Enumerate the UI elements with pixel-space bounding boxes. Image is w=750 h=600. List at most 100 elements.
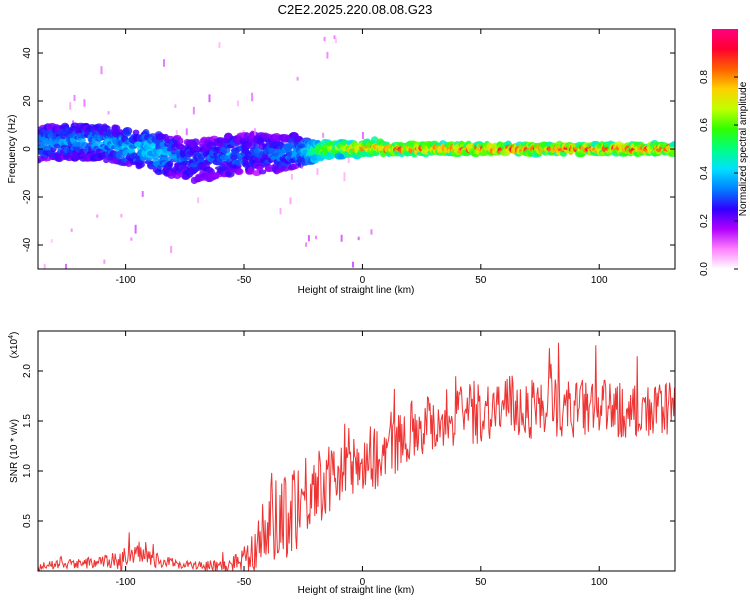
heatmap-cell [290,173,293,180]
heatmap-cell [100,66,103,75]
snr-y-multiplier: (x104) [8,332,20,359]
heatmap-cell [361,131,364,140]
heatmap-cell [300,162,303,169]
heatmap-cell [122,126,133,135]
snr-x-axis-label: Height of straight line (km) [298,585,415,596]
y-tick-label: 0.5 [22,514,33,528]
heatmap-cell [174,104,177,108]
spectrogram-x-axis-label: Height of straight line (km) [298,285,415,296]
y-tick-label: -40 [22,237,33,252]
heatmap-cell [175,130,178,135]
x-tick-label: 50 [475,577,487,588]
heatmap-cell [96,214,99,218]
snr-x-ticks: -100 -50 0 50 100 [116,331,608,588]
heatmap-cell [64,263,67,269]
heatmap-cell [251,92,254,102]
heatmap-cell [141,191,144,197]
heatmap-cell [107,111,110,115]
heatmap-cell [73,94,76,101]
heatmap-cell [322,132,325,138]
heatmap-cell [191,138,200,147]
heatmap-cell [135,160,145,169]
snr-panel: -100 -50 0 50 100 0.5 1.0 1.5 2.0 Height of str… [8,330,676,596]
heatmap-cell [132,129,140,136]
heatmap-cell [279,207,282,215]
heatmap-cell [130,237,133,241]
x-tick-label: -50 [237,577,252,588]
x-tick-label: 0 [360,275,366,286]
spectrogram-x-ticks: -100 -50 0 50 100 [116,29,608,286]
heatmap-cell [246,141,256,150]
heatmap-cell [323,36,326,42]
heatmap-cell [70,228,73,232]
heatmap-cell [315,235,318,240]
heatmap-cell [185,128,188,136]
spectrogram-y-ticks: -40 -20 0 20 40 [22,47,675,252]
heatmap-cell [333,35,336,40]
heatmap-cell [352,261,355,268]
heatmap-cell [296,76,299,81]
colorbar-gradient [712,29,738,269]
heatmap-cell [316,168,319,175]
spectrogram-marks [38,35,675,269]
y-tick-label: 1.0 [22,464,33,478]
heatmap-cell [170,245,173,253]
heatmap-cell [178,144,185,150]
heatmap-cell [289,197,292,205]
heatmap-cell [670,148,675,156]
heatmap-cell [307,235,310,242]
snr-frame [37,330,676,572]
spectrogram-panel: -100 -50 0 50 100 -40 -20 0 20 40 Height of stra… [7,28,676,296]
heatmap-cell [197,197,200,204]
heatmap-cell [236,100,239,107]
heatmap-cell [208,94,211,103]
heatmap-cell [43,263,46,269]
x-tick-label: 50 [475,275,487,286]
heatmap-cell [230,154,239,161]
heatmap-cell [234,141,237,151]
spectrogram-y-axis-label: Frequency (Hz) [7,115,18,184]
colorbar-label: Normalized spectral amplitude [738,81,749,216]
heatmap-cell [120,213,123,218]
heatmap-cell [258,169,267,175]
colorbar-tick-label: 0.2 [699,214,710,228]
heatmap-cell [343,172,346,182]
y-tick-label: 20 [22,95,33,107]
colorbar-tick-label: 0.0 [699,262,710,276]
x-tick-label: 0 [360,577,366,588]
heatmap-cell [41,156,52,162]
y-tick-label: 2.0 [22,364,33,378]
heatmap-cell [326,51,329,59]
colorbar-tick-label: 0.8 [699,70,710,84]
heatmap-cell [236,168,244,175]
heatmap-cell [670,140,675,148]
heatmap-cell [69,102,72,110]
colorbar-tick-label: 0.4 [699,166,710,180]
heatmap-cell [370,229,373,235]
snr-y-ticks: 0.5 1.0 1.5 2.0 [22,364,675,528]
heatmap-cell [253,128,256,136]
heatmap-cell [218,42,221,49]
x-tick-label: -100 [116,275,136,286]
heatmap-cell [305,242,308,247]
x-tick-label: -100 [116,577,136,588]
snr-y-axis-label: SNR (10 * v/v) [9,419,20,483]
snr-plot-area [38,331,675,571]
heatmap-cell [134,224,137,234]
colorbar-ticks: 0.0 0.2 0.4 0.6 0.8 [699,70,738,276]
colorbar: 0.0 0.2 0.4 0.6 0.8 Normalized spectral ampl… [699,29,749,276]
heatmap-cell [192,106,195,115]
y-tick-label: -20 [22,189,33,204]
y-tick-label: 40 [22,47,33,59]
heatmap-cell [163,59,166,67]
x-tick-label: 100 [591,275,608,286]
x-tick-label: 100 [591,577,608,588]
heatmap-cell [83,99,86,107]
y-tick-label: 1.5 [22,414,33,428]
x-tick-label: -50 [237,275,252,286]
heatmap-cell [50,239,53,243]
heatmap-cell [78,137,86,143]
heatmap-cell [357,236,360,241]
heatmap-cell [176,137,184,145]
